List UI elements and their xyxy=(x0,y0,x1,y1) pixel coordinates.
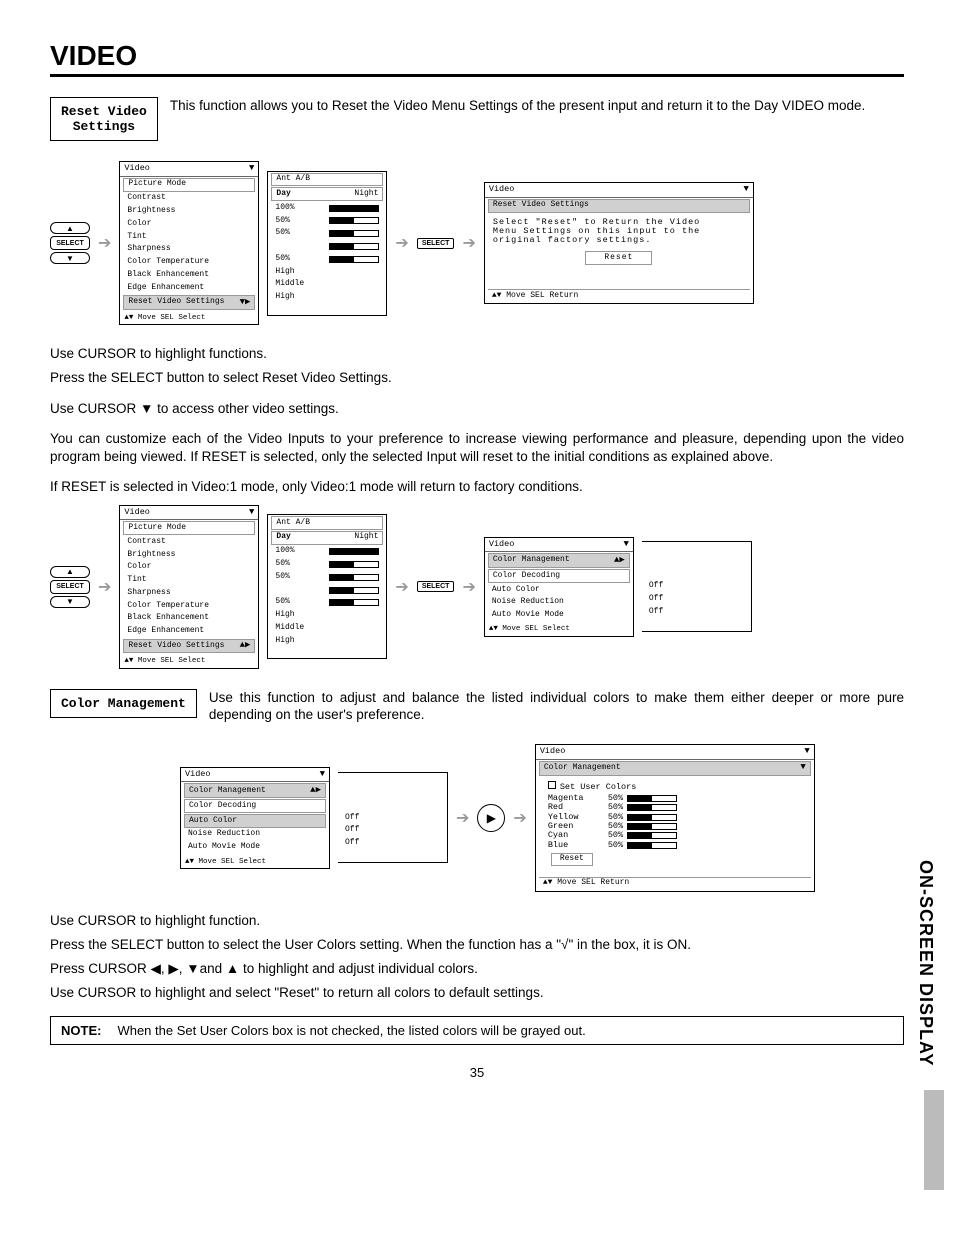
instructions-block-1: Use CURSOR to highlight functions. Press… xyxy=(50,345,904,496)
menu-item-color-mgmt[interactable]: Color Management▲▶ xyxy=(184,783,326,798)
set-user-colors-row[interactable]: Set User Colors xyxy=(548,781,802,792)
user-colors-panel: Video▼ Color Management▼ Set User Colors… xyxy=(535,744,815,892)
arrow-icon: ➔ xyxy=(462,577,475,597)
reset-button[interactable]: Reset xyxy=(585,251,652,266)
color-mgmt-values-panel: Off Off Off xyxy=(642,541,752,632)
menu-item[interactable]: Picture Mode xyxy=(123,521,255,535)
reset-confirm-panel: Video▼ Reset Video Settings Select "Rese… xyxy=(484,182,754,304)
remote-widget: ▲ SELECT ▼ xyxy=(50,566,90,608)
day-night-row[interactable]: DayNight xyxy=(271,187,383,201)
arrow-icon: ➔ xyxy=(395,233,408,253)
color-mgmt-values-a: Off Off Off xyxy=(338,772,448,863)
video-menu-panel-1: Video▼ Picture Mode Contrast Brightness … xyxy=(119,161,259,325)
flow-row-1: ▲ SELECT ▼ ➔ Video▼ Picture Mode Contras… xyxy=(50,161,904,325)
instructions-block-2: Use CURSOR to highlight function. Press … xyxy=(50,912,904,1003)
select-button[interactable]: SELECT xyxy=(50,236,90,250)
cursor-up-button[interactable]: ▲ xyxy=(50,566,90,578)
chevron-down-icon: ▼ xyxy=(249,164,254,174)
menu-item[interactable]: Color Decoding xyxy=(184,799,326,813)
arrow-icon: ➔ xyxy=(456,808,469,828)
flow-row-3: Video▼ Color Management▲▶ Color Decoding… xyxy=(180,744,904,892)
chevron-down-icon: ▼ xyxy=(743,185,748,195)
panel-footer: ▲▼ Move SEL Select xyxy=(485,623,633,635)
reset-button[interactable]: Reset xyxy=(551,853,593,866)
ant-row: Ant A/B xyxy=(271,516,383,530)
panel-footer: ▲▼ Move SEL Return xyxy=(488,289,750,302)
color-mgmt-panel-a: Video▼ Color Management▲▶ Color Decoding… xyxy=(180,767,330,869)
side-tab-bar xyxy=(924,1090,944,1190)
menu-item-reset-video[interactable]: Reset Video Settings▲▶ xyxy=(123,639,255,654)
video-values-panel-2: Ant A/B DayNight 100% 50% 50% 50% High M… xyxy=(267,514,387,659)
note-label: NOTE: xyxy=(61,1023,101,1038)
arrow-icon: ➔ xyxy=(513,808,526,828)
menu-item-color-mgmt[interactable]: Color Management▼ xyxy=(539,761,811,776)
arrow-icon: ➔ xyxy=(98,233,111,253)
panel-title: Video xyxy=(124,164,150,173)
panel-footer: ▲▼ Move SEL Select xyxy=(120,655,258,667)
select-button[interactable]: SELECT xyxy=(50,580,90,594)
cursor-down-button[interactable]: ▼ xyxy=(50,596,90,608)
day-night-row[interactable]: DayNight xyxy=(271,531,383,545)
flow-row-2: ▲ SELECT ▼ ➔ Video▼ Picture Mode Contras… xyxy=(50,505,904,669)
menu-item-reset-video[interactable]: Reset Video Settings▼▶ xyxy=(123,295,255,310)
arrow-icon: ➔ xyxy=(395,577,408,597)
note-box: NOTE: When the Set User Colors box is no… xyxy=(50,1016,904,1045)
cursor-down-button[interactable]: ▼ xyxy=(50,252,90,264)
menu-item[interactable]: Picture Mode xyxy=(123,178,255,192)
menu-item-color-mgmt[interactable]: Color Management▲▶ xyxy=(488,553,630,568)
chevron-down-icon: ▼ xyxy=(320,770,325,780)
remote-widget: ▲ SELECT ▼ xyxy=(50,222,90,264)
chevron-down-icon: ▼ xyxy=(623,540,628,550)
color-mgmt-submenu-panel: Video▼ Color Management▲▶ Color Decoding… xyxy=(484,537,634,637)
select-pill[interactable]: SELECT xyxy=(417,581,455,592)
chevron-down-icon: ▼ xyxy=(249,508,254,518)
menu-item: Reset Video Settings xyxy=(488,199,750,213)
panel-footer: ▲▼ Move SEL Return xyxy=(539,877,811,890)
arrow-icon: ➔ xyxy=(98,577,111,597)
side-tab-label: ON-SCREEN DISPLAY xyxy=(915,860,936,1066)
cursor-right-button[interactable]: ▶ xyxy=(477,804,505,832)
page-title: VIDEO xyxy=(50,40,904,77)
menu-item[interactable]: Color Decoding xyxy=(488,569,630,583)
ant-row: Ant A/B xyxy=(271,173,383,187)
reset-video-intro: This function allows you to Reset the Vi… xyxy=(170,97,904,115)
page-number: 35 xyxy=(50,1065,904,1080)
cursor-up-button[interactable]: ▲ xyxy=(50,222,90,234)
arrow-icon: ➔ xyxy=(462,233,475,253)
panel-footer: ▲▼ Move SEL Select xyxy=(120,312,258,324)
color-management-intro: Use this function to adjust and balance … xyxy=(209,689,904,724)
select-pill[interactable]: SELECT xyxy=(417,238,455,249)
chevron-down-icon: ▼ xyxy=(804,747,809,757)
video-values-panel-1: Ant A/B DayNight 100% 50% 50% 50% High M… xyxy=(267,171,387,316)
color-management-box: Color Management xyxy=(50,689,197,718)
menu-item[interactable]: Auto Color xyxy=(184,814,326,828)
reset-video-settings-box: Reset Video Settings xyxy=(50,97,158,141)
note-text: When the Set User Colors box is not chec… xyxy=(117,1023,585,1038)
panel-footer: ▲▼ Move SEL Select xyxy=(181,856,329,868)
video-menu-panel-2: Video▼ Picture Mode Contrast Brightness … xyxy=(119,505,259,669)
checkbox-icon[interactable] xyxy=(548,781,556,789)
